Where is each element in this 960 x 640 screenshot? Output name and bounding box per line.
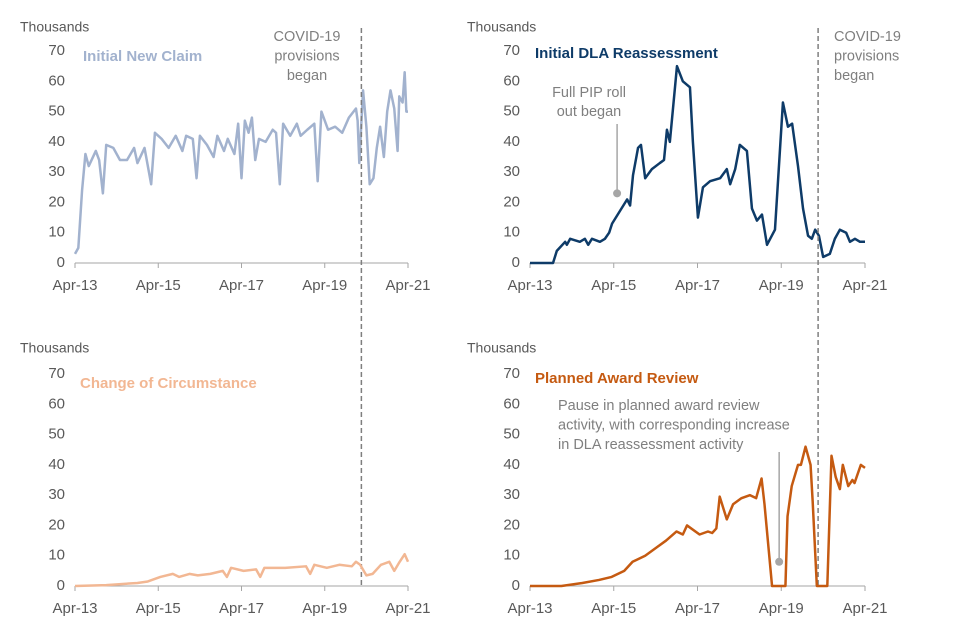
- x-tick-label: Apr-17: [219, 277, 264, 294]
- series-line: [530, 445, 866, 588]
- x-tick-label: Apr-21: [842, 277, 887, 294]
- x-tick-label: Apr-17: [675, 600, 720, 617]
- annotation-text: began: [834, 68, 874, 84]
- y-tick-label: 70: [48, 42, 65, 59]
- x-tick-label: Apr-15: [136, 600, 181, 617]
- annotation-text: in DLA reassessment activity: [558, 437, 744, 453]
- series-label: Initial DLA Reassessment: [535, 45, 718, 62]
- annotation-text: provisions: [274, 48, 339, 64]
- annotation-text: provisions: [834, 48, 899, 64]
- y-tick-label: 30: [48, 163, 65, 180]
- y-tick-label: 70: [503, 365, 520, 382]
- y-tick-label: 20: [48, 516, 65, 533]
- series-label: Initial New Claim: [83, 48, 202, 65]
- y-tick-label: 40: [48, 456, 65, 473]
- y-tick-label: 0: [57, 254, 65, 271]
- x-tick-label: Apr-13: [507, 277, 552, 294]
- y-tick-label: 20: [48, 193, 65, 210]
- series-line: [74, 552, 410, 588]
- y-tick-label: 60: [48, 395, 65, 412]
- x-tick-label: Apr-19: [759, 600, 804, 617]
- annotation-text: out began: [557, 104, 622, 120]
- y-tick-label: 10: [48, 224, 65, 241]
- x-tick-label: Apr-19: [302, 600, 347, 617]
- axis-unit: Thousands: [20, 19, 89, 35]
- annotation-text: COVID-19: [834, 29, 901, 45]
- y-tick-label: 60: [48, 72, 65, 89]
- x-tick-label: Apr-15: [136, 277, 181, 294]
- y-tick-label: 60: [503, 395, 520, 412]
- y-tick-label: 10: [503, 224, 520, 241]
- x-tick-label: Apr-13: [507, 600, 552, 617]
- x-tick-label: Apr-13: [52, 277, 97, 294]
- x-tick-label: Apr-21: [385, 277, 430, 294]
- axis-unit: Thousands: [467, 340, 536, 356]
- y-tick-label: 50: [503, 426, 520, 443]
- y-tick-label: 30: [503, 486, 520, 503]
- series-line: [530, 64, 865, 265]
- series-label: Change of Circumstance: [80, 375, 257, 392]
- y-tick-label: 0: [512, 577, 520, 594]
- annotation-text: Pause in planned award review: [558, 398, 760, 414]
- annotation-text: began: [287, 68, 327, 84]
- x-tick-label: Apr-19: [302, 277, 347, 294]
- y-tick-label: 0: [512, 254, 520, 271]
- series-label: Planned Award Review: [535, 370, 699, 387]
- x-tick-label: Apr-21: [385, 600, 430, 617]
- annotation-text: activity, with corresponding increase: [558, 417, 790, 433]
- y-tick-label: 50: [48, 426, 65, 443]
- x-tick-label: Apr-13: [52, 600, 97, 617]
- y-tick-label: 10: [503, 547, 520, 564]
- y-tick-label: 50: [48, 103, 65, 120]
- axis-unit: Thousands: [467, 19, 536, 35]
- y-tick-label: 30: [503, 163, 520, 180]
- y-tick-label: 30: [48, 486, 65, 503]
- y-tick-label: 70: [503, 42, 520, 59]
- y-tick-label: 20: [503, 516, 520, 533]
- annotation-text: COVID-19: [274, 29, 341, 45]
- y-tick-label: 0: [57, 577, 65, 594]
- y-tick-label: 50: [503, 103, 520, 120]
- x-tick-label: Apr-15: [591, 277, 636, 294]
- annotation-text: Full PIP roll: [552, 85, 626, 101]
- y-tick-label: 20: [503, 193, 520, 210]
- y-tick-label: 40: [48, 133, 65, 150]
- y-tick-label: 10: [48, 547, 65, 564]
- x-tick-label: Apr-17: [675, 277, 720, 294]
- y-tick-label: 60: [503, 72, 520, 89]
- y-tick-label: 70: [48, 365, 65, 382]
- y-tick-label: 40: [503, 133, 520, 150]
- series-line: [73, 70, 408, 255]
- y-tick-label: 40: [503, 456, 520, 473]
- x-tick-label: Apr-15: [591, 600, 636, 617]
- x-tick-label: Apr-19: [759, 277, 804, 294]
- x-tick-label: Apr-17: [219, 600, 264, 617]
- x-tick-label: Apr-21: [842, 600, 887, 617]
- annotation-point: [613, 189, 622, 198]
- axis-unit: Thousands: [20, 340, 89, 356]
- annotation-point: [775, 557, 784, 566]
